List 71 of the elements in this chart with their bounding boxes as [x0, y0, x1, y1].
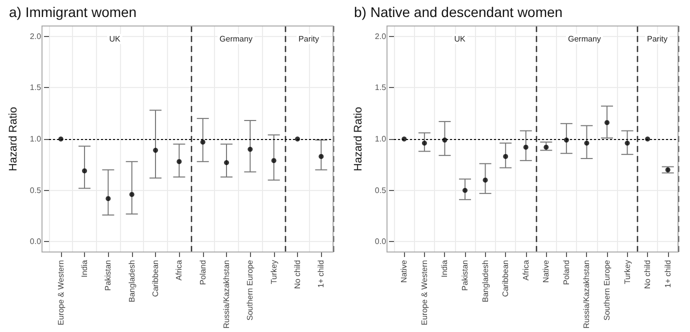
point [402, 136, 407, 142]
annotation: Germany [220, 34, 252, 44]
x-tick-label: India [440, 259, 450, 278]
x-tick-label: Europe & Western [420, 260, 429, 326]
y-tick-label: 0.0 [374, 237, 387, 246]
point [271, 158, 276, 164]
chart-title: b) Native and descendant women [354, 4, 563, 20]
point [584, 140, 590, 146]
chart-title: a) Immigrant women [9, 4, 137, 20]
x-tick-label: 1+ child [316, 260, 326, 288]
point [482, 178, 488, 183]
y-tick-label: 1.5 [30, 83, 42, 92]
y-tick-label: 1.5 [374, 83, 387, 92]
x-tick-label: Southern Europe [246, 259, 255, 320]
point [544, 144, 549, 150]
y-tick-label: 1.0 [30, 134, 42, 144]
point [58, 136, 64, 142]
x-tick-label: Russia/Kazakhstan [222, 260, 232, 328]
x-tick-label: Native [400, 259, 409, 283]
point [503, 154, 508, 159]
x-tick-label: Bangladesh [480, 260, 490, 302]
point [129, 192, 134, 197]
x-tick-label: No child [643, 260, 652, 289]
point [564, 138, 569, 143]
x-tick-label: 1+ child [663, 260, 672, 288]
x-tick-label: Turkey [622, 260, 632, 284]
y-tick-label: 2.0 [374, 32, 387, 41]
point [82, 168, 88, 174]
annotation: Parity [298, 34, 319, 44]
x-tick-label: No child [293, 260, 302, 289]
point [248, 146, 253, 152]
y-tick-label: 0.5 [374, 186, 387, 195]
point [200, 140, 206, 145]
x-tick-label: Africa [521, 259, 530, 280]
x-tick-label: Poland [562, 260, 571, 285]
x-tick-label: Southern Europe [602, 259, 612, 320]
point [224, 160, 230, 166]
point [295, 136, 300, 142]
point [106, 196, 111, 202]
y-tick-label: 0.0 [30, 237, 42, 246]
annotation: Parity [646, 34, 668, 44]
x-tick-label: Native [542, 259, 551, 283]
point [422, 140, 427, 146]
y-tick-label: 1.0 [374, 134, 387, 144]
x-tick-label: Caribbean [151, 260, 160, 297]
x-tick-label: Russia/Kazakhstan [582, 260, 592, 328]
point [462, 188, 468, 193]
point [624, 140, 630, 146]
x-tick-label: Pakistan [104, 260, 113, 291]
x-tick-label: Caribbean [501, 260, 510, 297]
x-tick-label: Pakistan [460, 260, 470, 291]
x-tick-label: Africa [174, 259, 184, 280]
point [318, 154, 324, 159]
annotation: UK [109, 34, 121, 44]
point [442, 138, 448, 143]
x-tick-label: India [80, 259, 90, 278]
point [604, 120, 610, 126]
annotation: Germany [568, 34, 601, 44]
point [645, 136, 650, 142]
x-tick-label: Europe & Western [56, 260, 66, 326]
x-tick-label: Turkey [269, 260, 278, 284]
y-tick-label: 2.0 [30, 32, 42, 41]
point [176, 159, 182, 164]
point [523, 144, 528, 150]
y-axis-title: Hazard Ratio [8, 106, 20, 172]
point [153, 148, 158, 153]
x-tick-label: Bangladesh [127, 260, 136, 302]
x-tick-label: Poland [198, 260, 208, 285]
y-tick-label: 0.5 [30, 186, 42, 195]
annotation: UK [454, 34, 466, 44]
y-axis-title: Hazard Ratio [352, 106, 364, 172]
